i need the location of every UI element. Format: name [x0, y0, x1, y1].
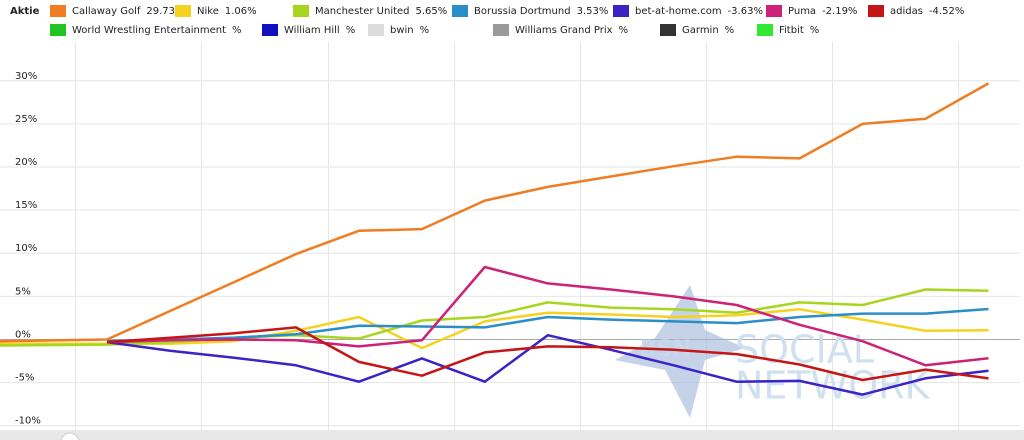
legend-label: Fitbit [779, 25, 804, 36]
y-tick-label: 5% [15, 286, 31, 297]
legend-value: % [232, 25, 242, 36]
legend-swatch [50, 5, 66, 17]
legend-label: William Hill [284, 25, 340, 36]
y-tick-label: -5% [15, 373, 34, 384]
legend-value: % [420, 25, 430, 36]
lines [0, 82, 990, 396]
legend-value: % [619, 25, 629, 36]
legend-label: Garmin [682, 25, 719, 36]
scrollbar[interactable] [0, 430, 1024, 440]
legend-label: Puma [788, 6, 816, 17]
legend-value: % [810, 25, 820, 36]
y-tick-label: 15% [15, 200, 37, 211]
legend-value: 1.06% [225, 6, 257, 17]
legend-value: -3.63% [728, 6, 763, 17]
watermark-text: SOCIAL [735, 328, 874, 372]
legend-label: Borussia Dortmund [474, 6, 571, 17]
legend-value: -4.52% [929, 6, 964, 17]
legend-label: adidas [890, 6, 923, 17]
series-line [106, 326, 989, 382]
vertical-grid [75, 42, 959, 430]
series-line [106, 333, 989, 396]
legend-swatch [660, 24, 676, 36]
legend-swatch [766, 5, 782, 17]
legend-label: Manchester United [315, 6, 410, 17]
legend-swatch [493, 24, 509, 36]
legend-swatch [868, 5, 884, 17]
y-tick-label: -10% [15, 416, 41, 427]
legend-value: 5.65% [416, 6, 448, 17]
legend-title: Aktie [10, 6, 40, 17]
legend-value: 3.53% [577, 6, 609, 17]
series-line [106, 265, 989, 367]
legend-label: Callaway Golf [72, 6, 141, 17]
legend-swatch [262, 24, 278, 36]
legend-swatch [613, 5, 629, 17]
y-tick-label: 30% [15, 71, 37, 82]
legend-value: % [346, 25, 356, 36]
legend-swatch [368, 24, 384, 36]
legend-swatch [293, 5, 309, 17]
legend-label: Williams Grand Prix [515, 25, 613, 36]
scroll-handle[interactable] [60, 432, 80, 440]
legend-swatch [757, 24, 773, 36]
legend-value: 29.73% [146, 6, 184, 17]
legend-value: -2.19% [822, 6, 857, 17]
legend-value: % [725, 25, 735, 36]
legend-swatch [50, 24, 66, 36]
horizontal-grid [0, 80, 1020, 427]
legend-label: World Wrestling Entertainment [72, 25, 226, 36]
legend-swatch [175, 5, 191, 17]
y-tick-label: 0% [15, 329, 31, 340]
y-tick-label: 10% [15, 243, 37, 254]
legend-swatch [452, 5, 468, 17]
series-line [0, 82, 990, 343]
y-tick-label: 20% [15, 157, 37, 168]
watermark-star [615, 285, 745, 418]
y-tick-label: 25% [15, 114, 37, 125]
legend-label: bwin [390, 25, 414, 36]
series-line [106, 307, 989, 343]
legend-label: bet-at-home.com [635, 6, 722, 17]
legend-label: Nike [197, 6, 219, 17]
